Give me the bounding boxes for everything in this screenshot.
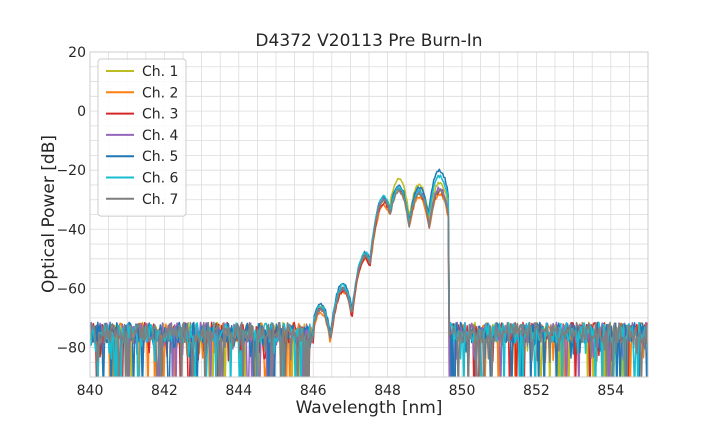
- y-tick-label: −20: [56, 163, 86, 179]
- legend-label: Ch. 7: [142, 192, 178, 208]
- x-axis-title: Wavelength [nm]: [296, 398, 443, 418]
- x-tick-label: 844: [225, 383, 252, 399]
- series-line-7: [90, 188, 648, 377]
- legend-label: Ch. 1: [142, 64, 178, 80]
- plot-frame: [89, 51, 649, 378]
- x-tick-label: 846: [300, 383, 327, 399]
- x-tick-label: 842: [151, 383, 178, 399]
- tick-labels: 840 842 844 846 848 850 852 854 20 0 −20 −40 −60 −80: [56, 45, 624, 399]
- y-tick-label: 20: [68, 45, 86, 61]
- y-tick-label: −40: [56, 222, 86, 238]
- legend-label: Ch. 5: [142, 149, 178, 165]
- legend-label: Ch. 4: [142, 128, 179, 144]
- chart-title: D4372 V20113 Pre Burn-In: [255, 31, 482, 51]
- x-tick-label: 854: [597, 383, 624, 399]
- series-layer: [90, 168, 648, 377]
- y-tick-label: −80: [56, 340, 86, 356]
- x-tick-label: 850: [449, 383, 476, 399]
- y-tick-label: 0: [77, 104, 86, 120]
- y-axis-title: Optical Power [dB]: [39, 135, 59, 293]
- x-tick-label: 852: [523, 383, 550, 399]
- y-tick-label: −60: [56, 281, 86, 297]
- legend-label: Ch. 3: [142, 107, 178, 123]
- x-tick-label: 848: [374, 383, 401, 399]
- legend: Ch. 1 Ch. 2 Ch. 3 Ch. 4 Ch. 5 Ch. 6 Ch. 7: [97, 58, 187, 217]
- legend-label: Ch. 6: [142, 171, 179, 187]
- x-tick-label: 840: [77, 383, 104, 399]
- legend-label: Ch. 2: [142, 85, 178, 101]
